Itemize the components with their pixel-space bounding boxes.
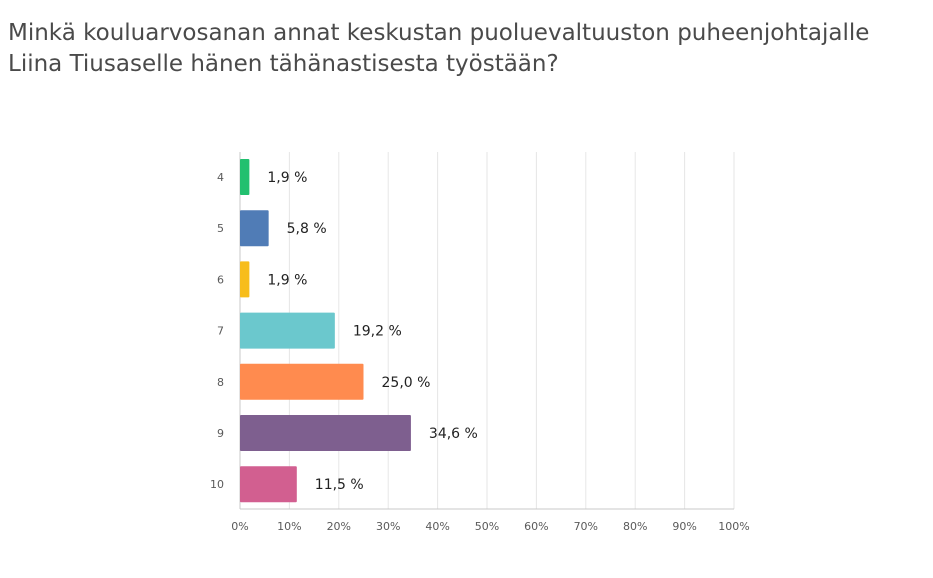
x-tick-label: 50%: [475, 520, 499, 533]
category-label: 10: [210, 478, 224, 491]
x-tick-label: 20%: [327, 520, 351, 533]
bar-6: [240, 261, 250, 298]
bars: [240, 159, 411, 503]
bar-10: [240, 466, 297, 503]
bar-8: [240, 363, 364, 400]
category-label: 9: [217, 427, 224, 440]
category-label: 6: [217, 273, 224, 286]
x-tick-label: 30%: [376, 520, 400, 533]
value-label: 34,6 %: [429, 426, 478, 442]
question-title: Minkä kouluarvosanan annat keskustan puo…: [8, 20, 870, 77]
x-tick-label: 70%: [574, 520, 598, 533]
value-label: 11,5 %: [315, 477, 364, 493]
value-label: 19,2 %: [353, 324, 402, 340]
category-label: 8: [217, 376, 224, 389]
x-axis-tick-labels: 0% 10% 20% 30% 40% 50% 60% 70% 80% 90% 100%: [231, 520, 749, 533]
value-label: 5,8 %: [287, 221, 327, 237]
value-labels: 1,9 % 5,8 % 1,9 % 19,2 % 25,0 % 34,6 % 11,5 %: [267, 170, 477, 493]
bar-5: [240, 210, 269, 247]
x-tick-label: 40%: [425, 520, 449, 533]
value-label: 1,9 %: [267, 272, 307, 288]
category-label: 7: [217, 325, 224, 338]
bar-9: [240, 415, 411, 451]
x-tick-label: 90%: [672, 520, 696, 533]
x-tick-label: 10%: [277, 520, 301, 533]
bar-4: [240, 159, 250, 195]
x-tick-label: 100%: [718, 520, 749, 533]
x-tick-label: 60%: [524, 520, 548, 533]
bar-7: [240, 312, 335, 349]
x-tick-label: 80%: [623, 520, 647, 533]
category-label: 5: [217, 222, 224, 235]
category-label: 4: [217, 171, 224, 184]
value-label: 25,0 %: [382, 375, 431, 391]
x-tick-label: 0%: [231, 520, 248, 533]
category-labels: 4 5 6 7 8 9 10: [210, 171, 224, 491]
value-label: 1,9 %: [267, 170, 307, 186]
